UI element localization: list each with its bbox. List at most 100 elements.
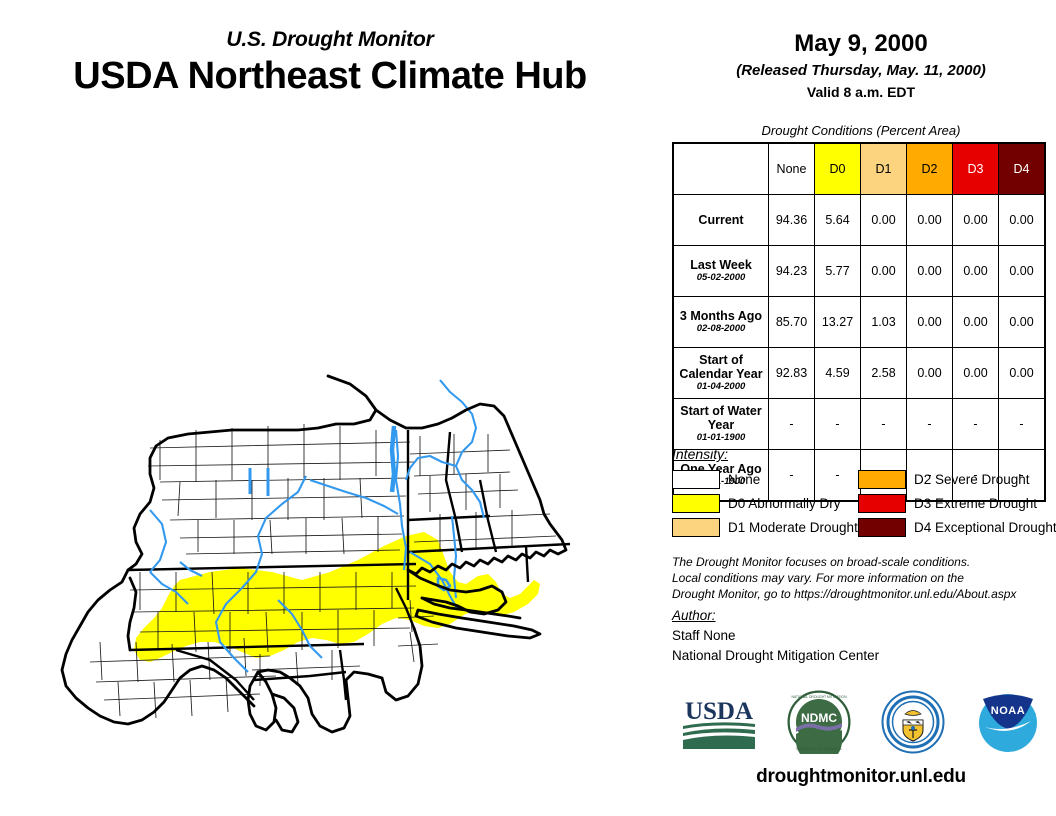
author-heading: Author: [672,608,716,623]
legend-item-d2: D2 Severe Drought [858,469,1056,489]
row-label-text: 3 Months Ago [679,308,763,323]
row-label-text: Start of Calendar Year [679,352,763,382]
table-row: Start of Calendar Year 01-04-2000 92.83 … [672,347,1046,399]
map-date: May 9, 2000 [794,30,928,57]
row-label-date: 05-02-2000 [696,272,746,284]
legend-label-d4: D4 Exceptional Drought [914,519,1056,535]
cell-lastweek-d1: 0.00 [860,245,907,297]
legend-swatch-d4-icon [858,517,906,537]
cell-3months-d3: 0.00 [952,296,999,348]
map-water-features [149,379,486,673]
row-label-date: 01-04-2000 [696,381,746,393]
svg-text:USDA: USDA [685,698,753,725]
map-drought-overlay [134,532,540,662]
cell-calyear-d3: 0.00 [952,347,999,399]
cell-calyear-d4: 0.00 [998,347,1046,399]
cell-3months-d2: 0.00 [906,296,953,348]
cell-calyear-d0: 4.59 [814,347,861,399]
cell-wateryear-d0: - [814,398,861,450]
cell-current-d3: 0.00 [952,194,999,246]
cell-current-d0: 5.64 [814,194,861,246]
legend-item-d3: D3 Extreme Drought [858,493,1056,513]
legend-grid: None D2 Severe Drought D0 Abnormally Dry… [672,467,1056,539]
column-header-d4: D4 [998,142,1046,195]
map-state-lines [127,430,571,701]
cell-calyear-d1: 2.58 [860,347,907,399]
date-header: May 9, 2000 (Released Thursday, May. 11,… [666,30,1056,100]
noaa-nws-seal-logo [881,690,945,759]
author-block: Author: Staff None National Drought Miti… [672,608,1056,665]
cell-lastweek-d4: 0.00 [998,245,1046,297]
legend-swatch-d2-icon [858,469,906,489]
table-row: Start of Water Year 01-01-1900 - - - - -… [672,398,1046,450]
table-header-row: None D0 D1 D2 D3 D4 [673,142,1046,195]
cell-lastweek-d0: 5.77 [814,245,861,297]
valid-time: Valid 8 a.m. EDT [806,83,916,100]
usda-logo: USDA [681,693,757,756]
cell-current-d2: 0.00 [906,194,953,246]
cell-wateryear-d2: - [906,398,953,450]
legend-swatch-d1-icon [672,517,720,537]
disclaimer-line-1: The Drought Monitor focuses on broad-sca… [672,555,971,569]
author-organization: National Drought Mitigation Center [672,647,880,663]
map-coastline [60,374,568,734]
legend-swatch-none-icon [672,469,720,489]
row-label-date: 01-01-1900 [696,476,746,488]
cell-calyear-d2: 0.00 [906,347,953,399]
row-label-text: Start of Water Year [680,403,762,433]
program-title: U.S. Drought Monitor [226,28,434,51]
drought-map [10,180,660,750]
cell-current-d1: 0.00 [860,194,907,246]
cell-oneyear-d4: - [998,449,1046,502]
drought-conditions-table: None D0 D1 D2 D3 D4 Current 94.36 5.64 0… [672,142,1046,502]
cell-3months-d4: 0.00 [998,296,1046,348]
row-label-start-water-year: Start of Water Year 01-01-1900 [672,398,769,450]
row-label-text: Last Week [690,257,752,272]
svg-text:NOAA: NOAA [991,705,1025,717]
cell-wateryear-d1: - [860,398,907,450]
legend-swatch-d3-icon [858,493,906,513]
author-name: Staff None [672,628,736,643]
row-label-date: 01-01-1900 [696,432,746,444]
legend-label-none: None [728,471,761,487]
legend-item-d0: D0 Abnormally Dry [672,493,858,513]
legend-swatch-d0-icon [672,493,720,513]
intensity-heading: Intensity: [672,446,729,462]
disclaimer-line-3: Drought Monitor, go to https://droughtmo… [672,587,1017,602]
cell-current-d4: 0.00 [998,194,1046,246]
cell-lastweek-d2: 0.00 [906,245,953,297]
row-label-last-week: Last Week 05-02-2000 [672,245,769,297]
cell-wateryear-none: - [768,398,815,450]
title-block: U.S. Drought Monitor USDA Northeast Clim… [0,28,660,99]
cell-oneyear-d0: - [814,449,861,502]
cell-calyear-none: 92.83 [768,347,815,399]
cell-current-none: 94.36 [768,194,815,246]
legend-label-d0: D0 Abnormally Dry [728,495,841,511]
column-header-d0: D0 [814,142,861,195]
disclaimer-line-2: Local conditions may vary. For more info… [672,571,964,586]
column-header-d1: D1 [860,142,907,195]
map-county-lines [89,424,557,719]
cell-lastweek-none: 94.23 [768,245,815,297]
table-caption: Drought Conditions (Percent Area) [761,123,961,138]
table-corner-cell [673,143,769,195]
row-label-text: Current [698,212,744,227]
noaa-logo: NOAA [975,691,1041,758]
svg-text:NATIONAL DROUGHT MITIGATION: NATIONAL DROUGHT MITIGATION [791,695,847,699]
legend-item-d4: D4 Exceptional Drought [858,517,1056,537]
intensity-legend: Intensity: None D2 Severe Drought D0 Abn… [672,446,1056,539]
cell-3months-d1: 1.03 [860,296,907,348]
row-label-current: Current [672,194,769,246]
table-row: Last Week 05-02-2000 94.23 5.77 0.00 0.0… [672,245,1046,297]
row-label-one-year-ago: One Year Ago 01-01-1900 [672,449,769,502]
d0-drought-area [134,532,540,662]
legend-label-d2: D2 Severe Drought [914,471,1030,487]
row-label-date: 02-08-2000 [696,323,746,335]
cell-wateryear-d3: - [952,398,999,450]
ndmc-logo: NDMC NATIONAL DROUGHT MITIGATION UNIVERS… [787,690,851,764]
release-date: (Released Thursday, May. 11, 2000) [736,61,986,79]
column-header-d3: D3 [952,142,999,195]
cell-wateryear-d4: - [998,398,1046,450]
page-title: USDA Northeast Climate Hub [73,55,587,98]
logo-row: USDA NDMC NATIONAL DROUGHT MITIGATION UN… [666,686,1056,764]
